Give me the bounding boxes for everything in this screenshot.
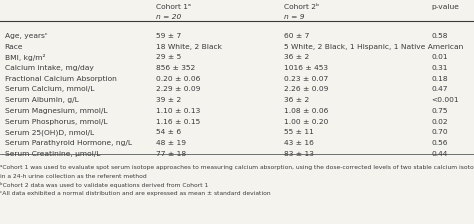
Text: 18 White, 2 Black: 18 White, 2 Black <box>156 43 222 50</box>
Text: 1016 ± 453: 1016 ± 453 <box>284 65 328 71</box>
Text: 36 ± 2: 36 ± 2 <box>284 54 310 60</box>
Text: Fractional Calcium Absorption: Fractional Calcium Absorption <box>5 76 117 82</box>
Text: 36 ± 2: 36 ± 2 <box>284 97 310 103</box>
Text: 1.16 ± 0.15: 1.16 ± 0.15 <box>156 118 201 125</box>
Text: Serum Magnesium, mmol/L: Serum Magnesium, mmol/L <box>5 108 107 114</box>
Text: Age, yearsᶜ: Age, yearsᶜ <box>5 33 47 39</box>
Text: 0.18: 0.18 <box>431 76 448 82</box>
Text: 0.44: 0.44 <box>431 151 448 157</box>
Text: Cohort 2ᵇ: Cohort 2ᵇ <box>284 4 319 11</box>
Text: 1.08 ± 0.06: 1.08 ± 0.06 <box>284 108 329 114</box>
Text: 0.56: 0.56 <box>431 140 448 146</box>
Text: 54 ± 6: 54 ± 6 <box>156 129 182 135</box>
Text: 77 ± 18: 77 ± 18 <box>156 151 187 157</box>
Text: 2.29 ± 0.09: 2.29 ± 0.09 <box>156 86 201 92</box>
Text: 83 ± 13: 83 ± 13 <box>284 151 314 157</box>
Text: Cohort 1ᵃ: Cohort 1ᵃ <box>156 4 191 11</box>
Text: ᵇCohort 2 data was used to validate equations derived from Cohort 1: ᵇCohort 2 data was used to validate equa… <box>0 182 209 188</box>
Text: n = 9: n = 9 <box>284 14 305 20</box>
Text: 60 ± 7: 60 ± 7 <box>284 33 310 39</box>
Text: 59 ± 7: 59 ± 7 <box>156 33 182 39</box>
Text: n = 20: n = 20 <box>156 14 182 20</box>
Text: 0.70: 0.70 <box>431 129 448 135</box>
Text: 39 ± 2: 39 ± 2 <box>156 97 182 103</box>
Text: p-value: p-value <box>431 4 459 11</box>
Text: 0.75: 0.75 <box>431 108 448 114</box>
Text: ᶜAll data exhibited a normal distribution and are expressed as mean ± standard d: ᶜAll data exhibited a normal distributio… <box>0 191 271 196</box>
Text: ᵃCohort 1 was used to evaluate spot serum isotope approaches to measuring calciu: ᵃCohort 1 was used to evaluate spot seru… <box>0 165 474 170</box>
Text: 0.58: 0.58 <box>431 33 448 39</box>
Text: 48 ± 19: 48 ± 19 <box>156 140 186 146</box>
Text: 0.20 ± 0.06: 0.20 ± 0.06 <box>156 76 201 82</box>
Text: 0.31: 0.31 <box>431 65 448 71</box>
Text: 856 ± 352: 856 ± 352 <box>156 65 196 71</box>
Text: Serum Calcium, mmol/L: Serum Calcium, mmol/L <box>5 86 94 92</box>
Text: 29 ± 5: 29 ± 5 <box>156 54 182 60</box>
Text: 2.26 ± 0.09: 2.26 ± 0.09 <box>284 86 329 92</box>
Text: Serum Parathyroid Hormone, ng/L: Serum Parathyroid Hormone, ng/L <box>5 140 132 146</box>
Text: 0.02: 0.02 <box>431 118 448 125</box>
Text: Serum Phosphorus, mmol/L: Serum Phosphorus, mmol/L <box>5 118 107 125</box>
Text: in a 24-h urine collection as the referent method: in a 24-h urine collection as the refere… <box>0 174 147 179</box>
Text: Calcium intake, mg/day: Calcium intake, mg/day <box>5 65 93 71</box>
Text: <0.001: <0.001 <box>431 97 459 103</box>
Text: 5 White, 2 Black, 1 Hispanic, 1 Native American: 5 White, 2 Black, 1 Hispanic, 1 Native A… <box>284 43 464 50</box>
Text: 55 ± 11: 55 ± 11 <box>284 129 314 135</box>
Text: Serum 25(OH)D, nmol/L: Serum 25(OH)D, nmol/L <box>5 129 94 136</box>
Text: 0.47: 0.47 <box>431 86 448 92</box>
Text: 0.01: 0.01 <box>431 54 448 60</box>
Text: BMI, kg/m²: BMI, kg/m² <box>5 54 45 61</box>
Text: Race: Race <box>5 43 23 50</box>
Text: 43 ± 16: 43 ± 16 <box>284 140 314 146</box>
Text: Serum Albumin, g/L: Serum Albumin, g/L <box>5 97 79 103</box>
Text: Serum Creatinine, µmol/L: Serum Creatinine, µmol/L <box>5 151 100 157</box>
Text: 1.00 ± 0.20: 1.00 ± 0.20 <box>284 118 329 125</box>
Text: 1.10 ± 0.13: 1.10 ± 0.13 <box>156 108 201 114</box>
Text: 0.23 ± 0.07: 0.23 ± 0.07 <box>284 76 328 82</box>
